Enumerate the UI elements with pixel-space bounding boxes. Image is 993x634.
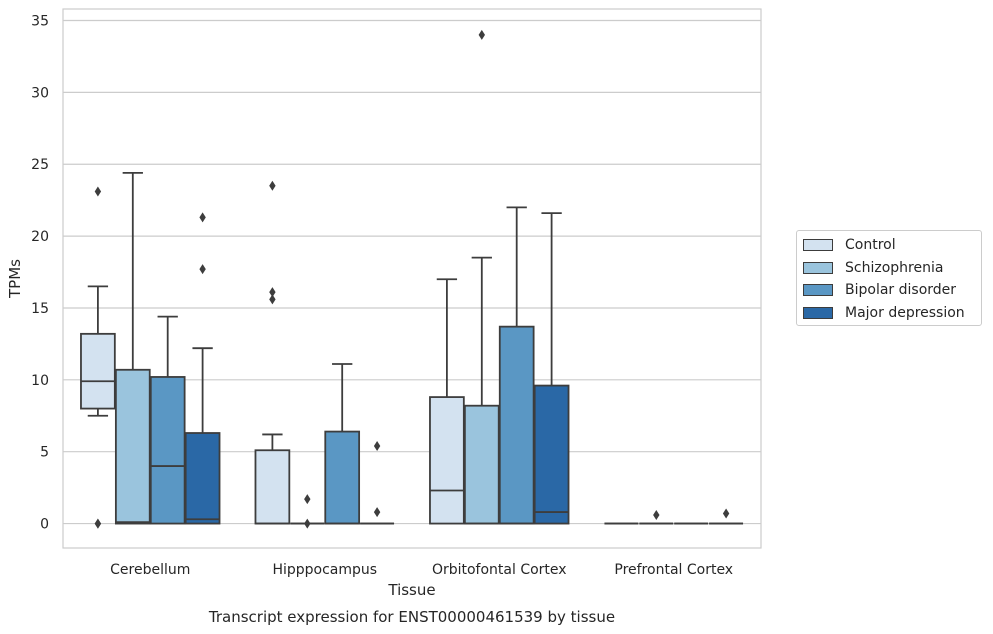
y-tick-label: 5 xyxy=(40,445,49,461)
iqr-box xyxy=(324,430,361,525)
legend-label: Control xyxy=(845,237,896,253)
outlier-point xyxy=(304,518,311,529)
legend-item: Major depression xyxy=(803,303,965,323)
legend-label: Major depression xyxy=(845,304,965,321)
y-axis-label: TPMs xyxy=(6,259,24,299)
box-major-depression xyxy=(709,508,744,525)
box-major-depression xyxy=(533,212,570,525)
box-control xyxy=(429,278,465,525)
box-bipolar-disorder xyxy=(149,315,186,525)
outlier-point xyxy=(199,212,206,223)
y-tick-label: 30 xyxy=(31,85,49,101)
outlier-point xyxy=(269,294,276,305)
plot-frame xyxy=(62,8,762,549)
legend: Control Schizophrenia Bipolar disorder Majo… xyxy=(796,230,982,326)
y-tick-labels: 0 5 10 15 20 25 30 35 xyxy=(31,13,49,532)
x-axis-label: Tissue xyxy=(387,581,435,599)
box-plot-marks xyxy=(80,29,744,529)
y-tick-label: 15 xyxy=(31,301,49,317)
legend-label: Schizophrenia xyxy=(845,259,944,276)
legend-item: Bipolar disorder xyxy=(803,280,956,300)
legend-item: Schizophrenia xyxy=(803,258,943,278)
box-schizophrenia xyxy=(639,509,674,525)
legend-swatch xyxy=(803,306,833,319)
box-schizophrenia xyxy=(463,29,500,525)
iqr-box xyxy=(149,376,186,525)
legend-swatch xyxy=(803,284,833,296)
outlier-point xyxy=(373,440,381,451)
legend-item: Control xyxy=(803,235,896,255)
box-major-depression xyxy=(360,440,395,525)
legend-label: Bipolar disorder xyxy=(845,282,957,298)
outlier-point xyxy=(478,29,485,40)
box-bipolar-disorder xyxy=(324,363,361,525)
legend-swatch xyxy=(803,261,833,274)
x-tick-labels: Cerebellum Hipppocampus Orbitofontal Corte… xyxy=(110,562,733,578)
iqr-box xyxy=(80,332,116,410)
y-tick-label: 0 xyxy=(40,517,49,533)
y-tick-label: 25 xyxy=(31,157,49,173)
iqr-box xyxy=(498,325,535,525)
outlier-point xyxy=(722,508,730,519)
box-bipolar-disorder xyxy=(498,206,535,525)
outlier-point xyxy=(94,518,102,529)
x-tick-label: Cerebellum xyxy=(110,562,190,578)
box-control xyxy=(254,180,291,525)
iqr-box xyxy=(463,404,500,525)
outlier-point xyxy=(653,509,660,520)
outlier-point xyxy=(269,180,276,191)
legend-swatch xyxy=(803,239,833,251)
box-schizophrenia xyxy=(290,494,325,529)
outlier-point xyxy=(269,287,276,298)
y-tick-label: 35 xyxy=(31,13,49,29)
iqr-box xyxy=(114,368,151,525)
box-major-depression xyxy=(184,212,221,525)
y-tick-label: 20 xyxy=(31,229,49,245)
outlier-point xyxy=(199,264,206,275)
x-tick-label: Orbitofontal Cortex xyxy=(432,562,567,578)
x-tick-label: Hipppocampus xyxy=(272,562,377,578)
box-schizophrenia xyxy=(114,171,151,525)
box-control xyxy=(80,186,116,529)
y-tick-label: 10 xyxy=(31,373,49,389)
iqr-box xyxy=(254,449,291,525)
iqr-box xyxy=(533,384,570,525)
outlier-point xyxy=(94,186,102,197)
chart-title: Transcript expression for ENST0000046153… xyxy=(208,608,615,626)
iqr-box xyxy=(429,396,465,525)
x-tick-label: Prefrontal Cortex xyxy=(614,562,733,578)
iqr-box xyxy=(184,432,221,525)
outlier-point xyxy=(373,507,381,518)
outlier-point xyxy=(304,494,311,505)
